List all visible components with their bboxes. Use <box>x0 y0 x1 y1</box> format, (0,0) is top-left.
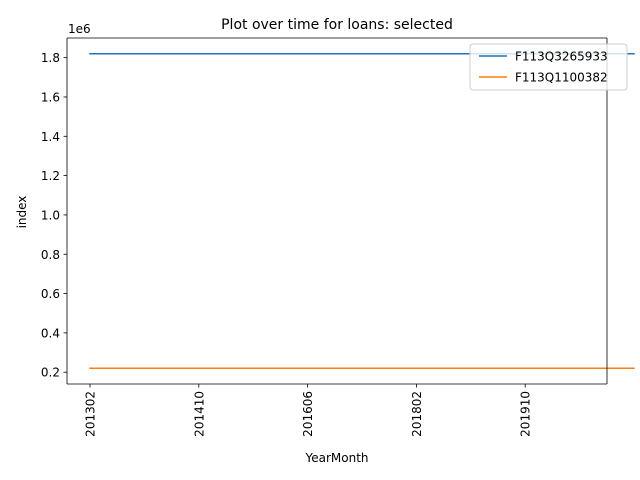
y-tick-label: 1.6 <box>41 90 60 104</box>
x-axis-title: YearMonth <box>304 451 368 465</box>
y-tick-label: 1.2 <box>41 169 60 183</box>
y-axis-offset-label: 1e6 <box>68 22 91 36</box>
x-tick-label: 201802 <box>410 391 424 437</box>
x-tick-label: 201910 <box>519 391 533 437</box>
legend-label-2: F113Q1100382 <box>515 71 608 85</box>
x-tick-label: 201302 <box>84 391 98 437</box>
axes-layer: 0.2 0.4 0.6 0.8 1.0 1.2 1.4 1.6 1.8 201302 201410 2… <box>41 37 608 437</box>
y-tick-label: 0.4 <box>41 326 60 340</box>
y-tick-label: 0.8 <box>41 248 60 262</box>
x-tick-label: 201606 <box>301 391 315 437</box>
y-tick-label: 0.2 <box>41 366 60 380</box>
legend-label-1: F113Q3265933 <box>515 50 608 64</box>
x-tick-label: 201410 <box>192 391 206 437</box>
chart-title: Plot over time for loans: selected <box>221 17 453 33</box>
y-axis-title: index <box>15 196 29 229</box>
y-tick-label: 0.6 <box>41 287 60 301</box>
y-tick-label: 1.8 <box>41 51 60 65</box>
legend-box <box>469 43 628 91</box>
plot-area <box>67 38 607 384</box>
legend: F113Q3265933 F113Q1100382 <box>469 43 628 91</box>
y-tick-label: 1.0 <box>41 208 60 222</box>
plot-background <box>67 38 607 384</box>
y-tick-label: 1.4 <box>41 130 60 144</box>
